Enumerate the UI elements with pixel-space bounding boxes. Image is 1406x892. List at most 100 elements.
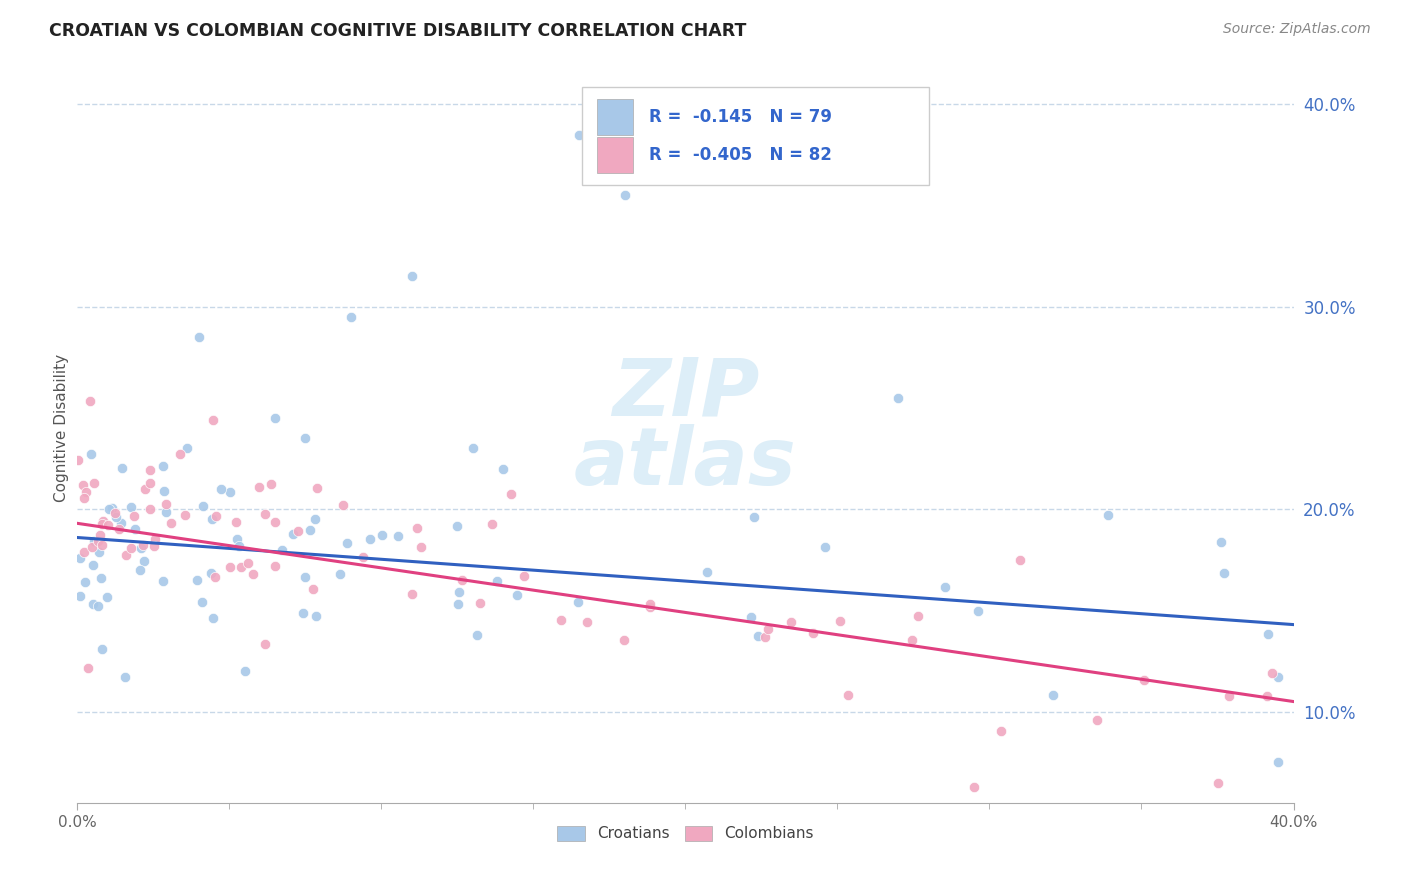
Point [111,461,134,475]
Point [122,509,145,524]
Text: R =  -0.405   N = 82: R = -0.405 N = 82 [650,145,832,163]
Point [304,609,326,624]
Point [505,588,527,602]
Point [228,539,250,553]
Point [188,330,211,344]
Point [332,498,354,512]
Point [73,545,96,559]
Point [103,506,125,520]
Point [287,524,309,539]
Point [934,581,956,595]
Point [513,568,536,582]
Point [696,565,718,579]
Point [779,615,801,630]
Point [143,539,166,553]
Point [238,556,260,570]
Point [401,269,423,284]
Point [129,541,152,555]
Point [550,613,572,627]
Text: Source: ZipAtlas.com: Source: ZipAtlas.com [1223,22,1371,37]
Point [1042,688,1064,702]
Point [80,540,103,554]
Point [204,570,226,584]
Point [132,538,155,552]
Point [75,484,97,499]
Point [226,532,249,546]
Point [1256,689,1278,703]
Point [139,475,162,490]
Point [1133,673,1156,687]
Point [298,523,321,537]
Point [568,128,591,142]
Point [108,523,131,537]
Point [499,487,522,501]
Point [124,522,146,536]
Point [492,461,515,475]
Point [233,664,256,678]
Point [887,391,910,405]
Point [754,630,776,644]
Point [69,589,91,603]
Point [481,516,503,531]
Point [638,597,661,611]
Point [486,574,509,588]
Point [1267,756,1289,770]
Point [120,500,142,515]
Point [90,642,112,657]
Point [98,502,121,516]
Point [814,541,837,555]
Point [264,558,287,573]
Point [89,545,111,559]
Point [191,595,214,609]
Point [963,780,986,794]
Point [1097,508,1119,522]
Point [75,574,97,589]
Point [120,541,142,556]
Point [294,570,316,584]
Point [201,511,224,525]
Point [82,558,104,572]
Point [406,521,429,535]
Point [461,442,484,456]
Point [401,587,423,601]
Point [76,661,98,675]
Point [254,508,277,522]
Point [225,516,247,530]
Point [742,510,765,524]
Point [169,447,191,461]
Point [468,596,491,610]
Point [304,512,326,526]
Point [329,566,352,581]
Point [740,609,762,624]
Point [93,514,115,528]
Point [302,582,325,596]
Point [66,453,89,467]
Point [1218,689,1240,703]
Point [756,622,779,636]
Point [79,447,101,461]
Point [191,499,214,513]
Point [152,459,174,474]
Point [264,411,287,425]
Point [447,597,470,611]
Point [143,532,166,546]
Point [83,533,105,548]
Point [96,590,118,604]
Point [128,563,150,577]
Point [1267,670,1289,684]
Point [747,629,769,643]
Point [411,540,433,554]
Point [283,526,305,541]
Text: R =  -0.145   N = 79: R = -0.145 N = 79 [650,108,832,126]
Point [155,505,177,519]
Point [202,610,225,624]
Point [114,549,136,563]
Point [155,497,177,511]
Point [153,483,176,498]
Point [160,516,183,530]
Point [837,689,859,703]
Point [1213,566,1236,580]
Point [270,543,292,558]
Point [73,491,96,505]
Point [218,485,240,500]
